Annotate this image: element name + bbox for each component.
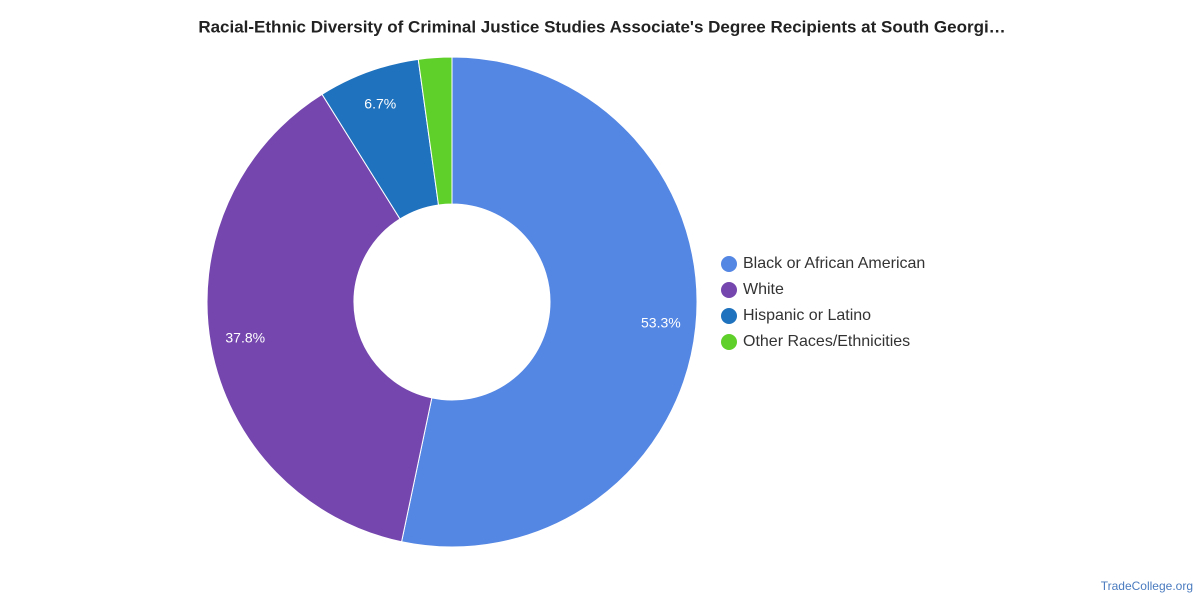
- legend-marker: [721, 308, 737, 324]
- legend-marker: [721, 256, 737, 272]
- donut-slice: [400, 56, 698, 548]
- value-label: 37.8%: [225, 329, 265, 345]
- legend-label: Black or African American: [743, 255, 925, 272]
- legend-marker: [721, 282, 737, 298]
- legend-label: Other Races/Ethnicities: [743, 333, 910, 350]
- legend-label: White: [743, 281, 784, 298]
- legend-marker: [721, 334, 737, 350]
- legend-label: Hispanic or Latino: [743, 307, 871, 324]
- donut-slice: [206, 93, 433, 543]
- donut-slice: [417, 56, 453, 206]
- chart-title: Racial-Ethnic Diversity of Criminal Just…: [198, 17, 1005, 36]
- value-label: 53.3%: [641, 314, 681, 330]
- footer-link[interactable]: TradeCollege.org: [1101, 579, 1193, 593]
- value-label: 6.7%: [364, 95, 396, 111]
